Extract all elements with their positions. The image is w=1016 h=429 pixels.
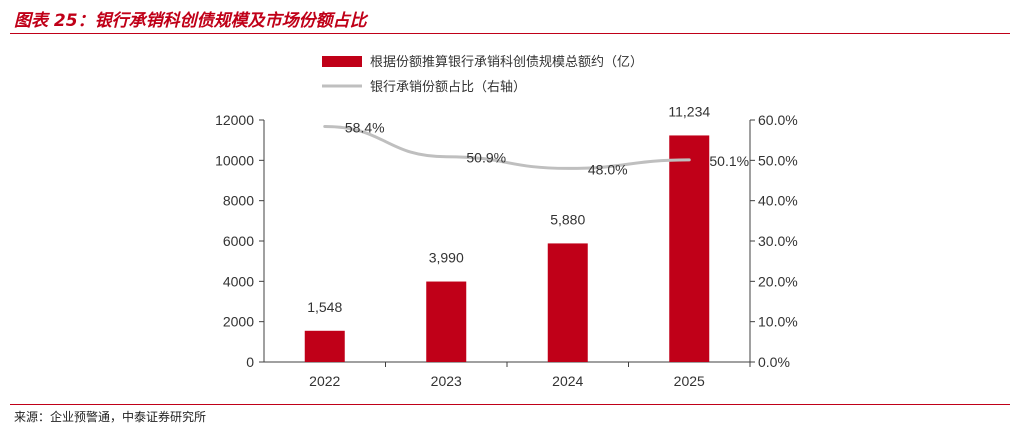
line-value-label: 58.4% xyxy=(345,119,385,135)
right-tick-label: 40.0% xyxy=(758,193,798,209)
left-tick-label: 0 xyxy=(246,354,254,370)
bar xyxy=(426,281,467,362)
bar xyxy=(304,330,345,362)
legend-label-line: 银行承销份额占比（右轴） xyxy=(370,80,526,95)
right-tick-label: 60.0% xyxy=(758,112,798,128)
legend-label-bar: 根据份额推算银行承销科创债规模总额约（亿） xyxy=(370,55,643,70)
right-tick-label: 0.0% xyxy=(758,354,790,370)
bar-value-label: 1,548 xyxy=(307,299,342,315)
footer-rule xyxy=(10,404,1010,405)
left-tick-label: 12000 xyxy=(215,112,254,128)
left-tick-label: 10000 xyxy=(215,152,254,168)
right-tick-label: 30.0% xyxy=(758,233,798,249)
bar xyxy=(547,243,588,362)
x-tick-label: 2024 xyxy=(552,373,583,389)
source-note: 来源：企业预警通，中泰证券研究所 xyxy=(14,410,207,424)
bar-value-label: 3,990 xyxy=(429,250,464,266)
x-tick-label: 2022 xyxy=(309,373,340,389)
figure-title: 图表 25：银行承销科创债规模及市场份额占比 xyxy=(14,11,367,31)
bar xyxy=(669,135,710,362)
left-tick-label: 6000 xyxy=(223,233,254,249)
left-tick-label: 2000 xyxy=(223,314,254,330)
share-line xyxy=(323,124,691,170)
right-tick-label: 20.0% xyxy=(758,273,798,289)
right-tick-label: 50.0% xyxy=(758,152,798,168)
bar-value-label: 5,880 xyxy=(550,211,585,227)
line-value-label: 50.9% xyxy=(466,150,506,166)
left-tick-label: 4000 xyxy=(223,273,254,289)
legend-swatch-bar xyxy=(322,56,362,67)
right-tick-label: 10.0% xyxy=(758,314,798,330)
bar-value-label: 11,234 xyxy=(668,103,710,119)
header-rule xyxy=(10,33,1010,34)
line-value-label: 48.0% xyxy=(588,161,628,177)
x-tick-label: 2025 xyxy=(674,373,705,389)
left-tick-label: 8000 xyxy=(223,193,254,209)
x-tick-label: 2023 xyxy=(431,373,462,389)
line-value-label: 50.1% xyxy=(709,153,749,169)
